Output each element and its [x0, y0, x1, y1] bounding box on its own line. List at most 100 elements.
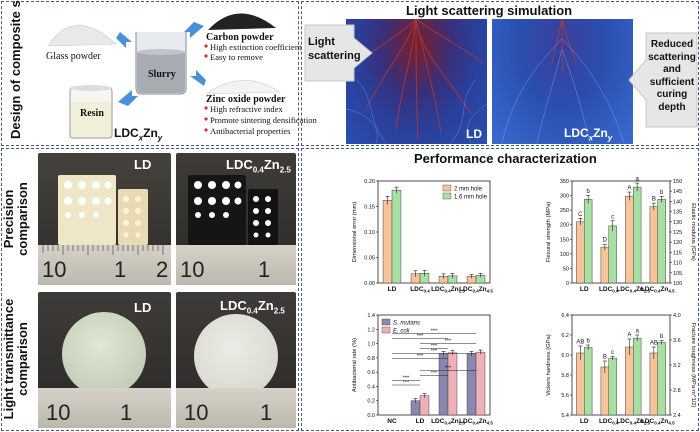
- left-arrow-shape: [304, 24, 373, 82]
- chart-0-xtick-label: LDC0.4: [410, 286, 430, 294]
- chart-2-sig-label: ***: [445, 339, 452, 345]
- ruler-1-right: 1: [258, 257, 271, 282]
- chart-2-sig-label: ***: [445, 366, 452, 372]
- right-arrow-line-6: depth: [658, 101, 686, 113]
- chart-0-legend-label: 1.6 mm hole: [454, 195, 488, 201]
- chart-2-ytick-label: 0.4: [367, 384, 375, 390]
- chart-0-bar: [391, 189, 402, 284]
- scatter-strands-ldc: [501, 19, 625, 144]
- design-illustration: [47, 13, 281, 139]
- chart-3-ytick-label: 5.4: [561, 413, 569, 419]
- chart-1-letter: b: [586, 189, 590, 195]
- chart-2-legend-swatch: [381, 318, 391, 326]
- arrow-carbon-icon: [184, 22, 204, 38]
- chart-1-xtick-label: LDC0.4Zn4.5: [641, 286, 675, 294]
- chart-0-ytick-label: 0.15: [364, 205, 375, 211]
- chart-1-ytick-label: 100: [560, 252, 569, 258]
- chart-1-ytick-label: 50: [563, 266, 569, 272]
- zinc-bullet-1: High refractive index: [210, 104, 283, 114]
- chart-2-ytick-label: 1.4: [367, 313, 375, 319]
- simulation-title: Light scattering simulation: [406, 3, 573, 18]
- left-arrow-line-2: scattering: [308, 50, 361, 62]
- chart-3-bar: [625, 346, 634, 416]
- chart-3-bar: [576, 352, 585, 416]
- chart-2-sig-label: ***: [403, 376, 410, 382]
- ruler-10-right: 10: [180, 257, 205, 282]
- chart-2-sig-label: ***: [417, 334, 424, 340]
- carbon-bullet-1: High extinction coefficient: [210, 42, 302, 52]
- chart-2-frame: [377, 314, 491, 416]
- chart-2-ytick-label: 0.6: [367, 370, 375, 376]
- carbon-powder-pile-icon: [208, 13, 276, 30]
- chart-3-bar: [608, 357, 617, 416]
- right-arrow-line-5: curing: [656, 89, 688, 100]
- chart-1-y2tick-label: 130: [673, 220, 682, 226]
- chart-0-xtick-label: LDC0.4Zn4.5: [459, 286, 493, 294]
- chart-3-ytick-label: 5.8: [561, 373, 569, 379]
- chart-1-xtick-label: LDC0.4: [599, 286, 619, 294]
- chart-2-bar: [466, 353, 477, 416]
- chart-1-bar: [608, 225, 617, 284]
- chart-2-sig-label: ***: [417, 354, 424, 360]
- chart-2-sig-label: ***: [403, 380, 410, 386]
- transmittance-label-ld: LD: [134, 300, 152, 315]
- slurry-beaker-icon: [135, 32, 187, 95]
- zinc-bullet-2: Promote sintering densification: [210, 115, 317, 125]
- performance-panel: Performance characterization 0.00 0.05 0.1…: [301, 148, 699, 431]
- chart-3-ytick-label: 5.6: [561, 393, 569, 399]
- chart-3-ytick-label: 6.4: [561, 313, 569, 319]
- trans-ruler-10-left: 10: [46, 400, 71, 425]
- chart-0-ytick-label: 0.05: [364, 256, 375, 262]
- chart-3-y2tick-label: 3.6: [673, 338, 681, 344]
- chart-3-ylabel: Vickers hardness (GPa): [546, 334, 552, 395]
- chart-1-y2tick-label: 135: [673, 210, 682, 216]
- chart-2-legend-swatch: [381, 326, 391, 334]
- right-arrow-line-1: Reduced: [650, 39, 694, 50]
- trans-ruler-1-left: 1: [120, 400, 133, 425]
- arrow-resin-icon: [118, 90, 138, 106]
- chart-2-ytick-label: 0.0: [367, 413, 375, 419]
- chart-0-xtick-label: LDC0.4Zn2.5: [431, 286, 465, 294]
- resin-label: Resin: [80, 108, 104, 119]
- transmittance-label-ldc: LDC0.4Zn2.5: [220, 298, 285, 316]
- transmittance-side-label: Light transmittance comparison: [1, 298, 30, 420]
- precision-label-ldc: LDC0.4Zn2.5: [226, 157, 291, 175]
- trans-ruler-10-right: 10: [184, 400, 209, 425]
- chart-1-bar: [657, 199, 666, 284]
- right-arrow-text: Reduced scattering and sufficient curing…: [646, 39, 698, 114]
- chart-1-letter: a: [635, 177, 639, 183]
- chart-2-ytick-label: 0.8: [367, 356, 375, 362]
- chart-3-bar: [657, 342, 666, 416]
- simulation-label-ldc: LDCxZny: [564, 126, 613, 143]
- chart-1-bar: [649, 206, 659, 284]
- scatter-strands-ld: [346, 19, 487, 144]
- chart-3-bar: [600, 366, 610, 416]
- chart-0-ytick-label: 0.20: [364, 179, 375, 185]
- chart-1-letter: D: [603, 238, 608, 244]
- chart-1-y2tick-label: 100: [673, 281, 682, 287]
- chart-1-ytick-label: 350: [560, 179, 569, 185]
- zinc-title: Zinc oxide powder: [206, 94, 286, 105]
- chart-2-sig-label: ***: [431, 371, 438, 377]
- arrow-glass-icon: [116, 32, 132, 48]
- glass-powder-label: Glass powder: [46, 51, 101, 62]
- chart-2-xtick-label: NC: [387, 418, 397, 425]
- chart-0-legend-swatch: [442, 192, 452, 200]
- right-arrow-line-3: and: [663, 64, 681, 75]
- chart-1-y2tick-label: 110: [673, 261, 682, 267]
- chart-1-letter: c: [611, 214, 614, 220]
- chart-1-letter: B: [652, 197, 656, 203]
- chart-0-ylabel: Dimensional error (mm): [352, 201, 358, 262]
- chart-1-xtick-label: LDC0.4Zn2.5: [616, 286, 650, 294]
- composite-formula: LDCxZny: [114, 126, 163, 143]
- chart-0-bar: [382, 200, 393, 284]
- chart-3-y2tick-label: 4.0: [673, 313, 681, 319]
- chart-3-ytick-label: 6.0: [561, 353, 569, 359]
- chart-3-letter: A: [627, 333, 631, 339]
- chart-0-ytick-label: 0.00: [364, 281, 375, 287]
- chart-1-bar: [584, 199, 593, 284]
- design-panel: Design of composite slurry: [1, 0, 317, 146]
- chart-1-bar: [576, 221, 585, 284]
- chart-2-bar: [438, 353, 449, 416]
